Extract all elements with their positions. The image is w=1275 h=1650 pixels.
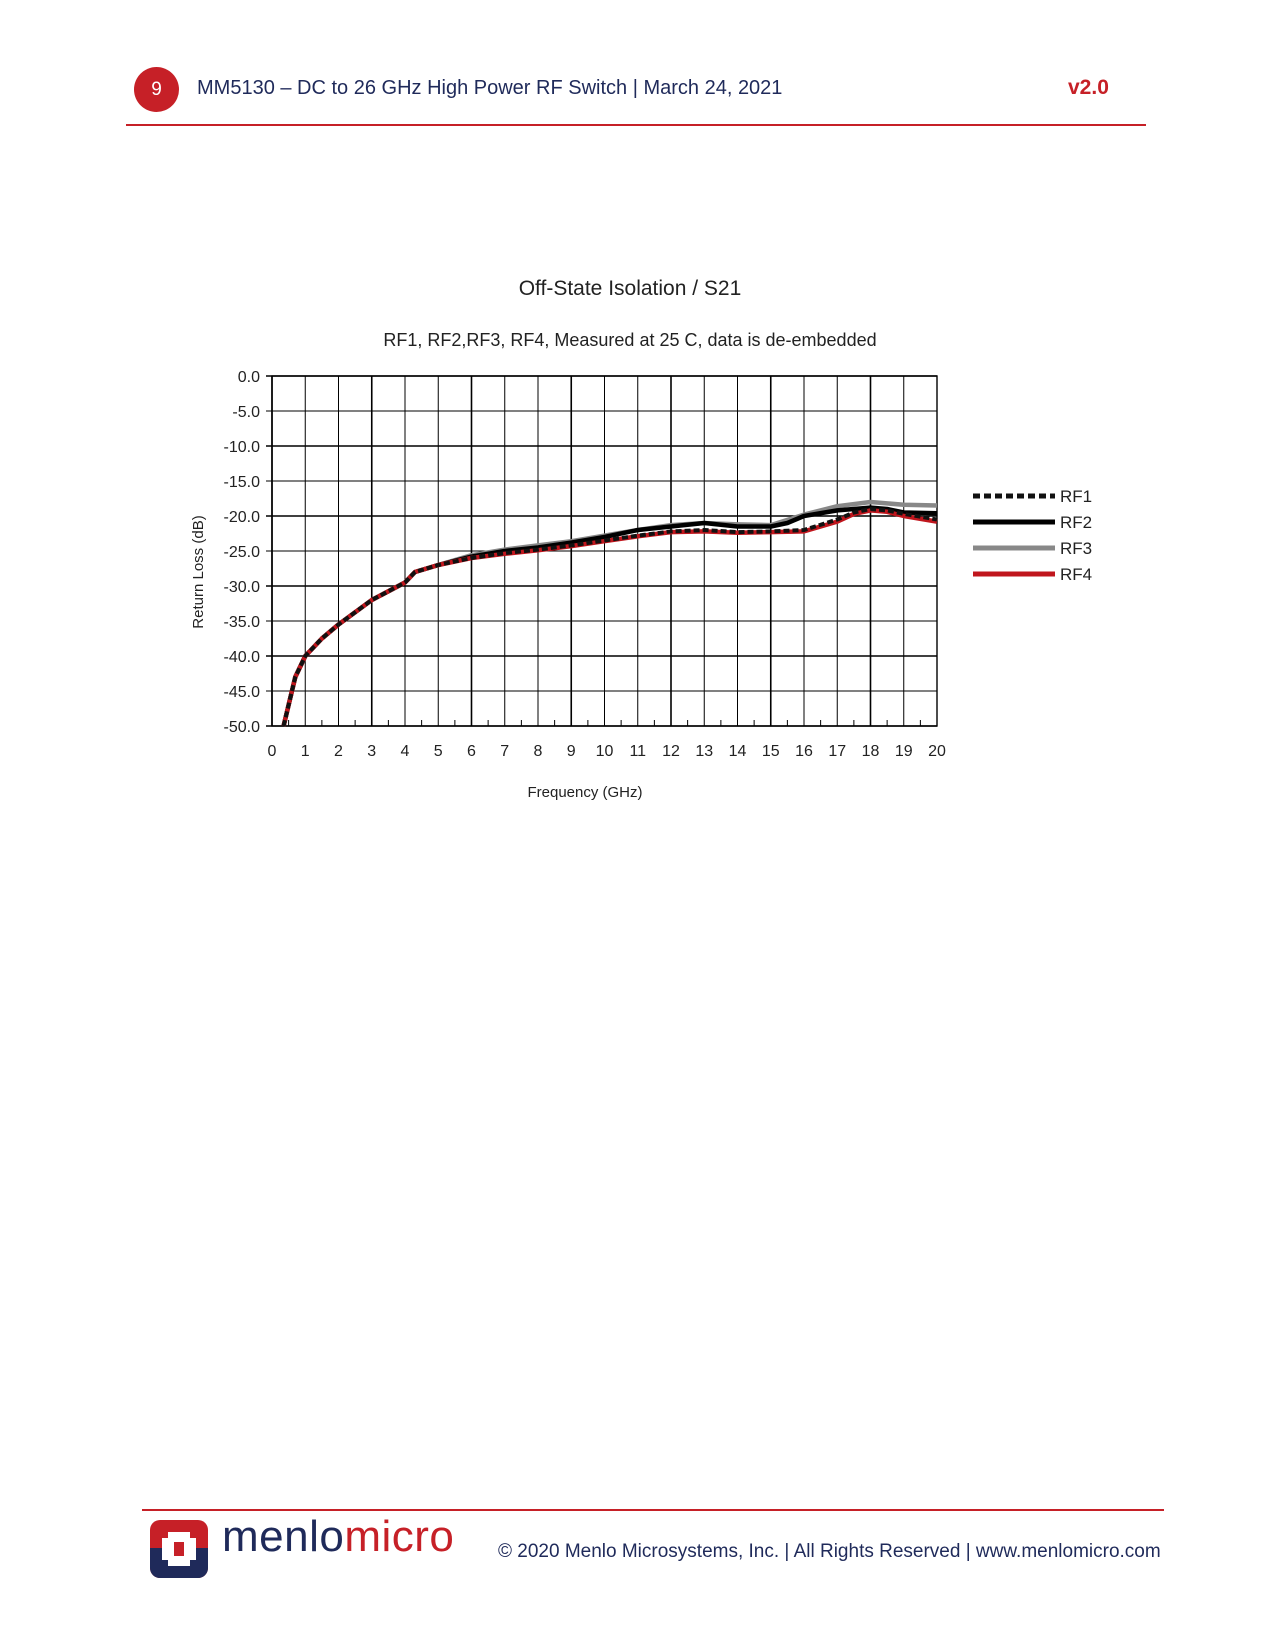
legend-label-rf4: RF4 — [1060, 565, 1092, 584]
x-tick-label: 19 — [895, 743, 913, 760]
x-tick-label: 5 — [434, 743, 443, 760]
isolation-chart: Off-State Isolation / S21 RF1, RF2,RF3, … — [190, 277, 1092, 801]
chart-title: Off-State Isolation / S21 — [519, 277, 742, 300]
x-tick-label: 15 — [762, 743, 780, 760]
series-line-rf4 — [281, 508, 938, 727]
x-tick-label: 18 — [862, 743, 880, 760]
y-tick-label: 0.0 — [238, 369, 260, 386]
x-tick-label: 7 — [500, 743, 509, 760]
y-tick-label: -50.0 — [224, 719, 261, 736]
chart-ticks: 0 1 2 3 4 5 6 7 8 9 10 11 12 13 14 15 16 17 18 19 200.0-5.0-… — [224, 369, 946, 760]
y-tick-label: -5.0 — [232, 404, 260, 421]
chart-legend: RF1 RF2 RF3 RF4 — [973, 487, 1092, 584]
legend-label-rf3: RF3 — [1060, 539, 1092, 558]
y-axis-label: Return Loss (dB) — [190, 515, 207, 628]
x-tick-label: 2 — [334, 743, 343, 760]
chart-subtitle: RF1, RF2,RF3, RF4, Measured at 25 C, dat… — [383, 330, 876, 350]
x-tick-label: 1 — [301, 743, 310, 760]
x-tick-label: 11 — [629, 743, 646, 760]
x-tick-label: 13 — [695, 743, 713, 760]
x-tick-label: 12 — [662, 743, 680, 760]
x-tick-label: 14 — [729, 743, 747, 760]
x-tick-label: 3 — [367, 743, 376, 760]
x-tick-label: 16 — [795, 743, 813, 760]
plot-area-border — [271, 375, 938, 727]
legend-label-rf2: RF2 — [1060, 513, 1092, 532]
y-tick-label: -15.0 — [224, 474, 261, 491]
x-tick-label: 6 — [467, 743, 476, 760]
legend-label-rf1: RF1 — [1060, 487, 1092, 506]
x-tick-label: 17 — [828, 743, 846, 760]
y-tick-label: -40.0 — [224, 649, 261, 666]
x-tick-label: 20 — [928, 743, 946, 760]
page-number-badge: 9 — [134, 67, 179, 112]
series-line-rf1 — [281, 507, 938, 727]
brand-wordmark: menlomicro — [222, 1512, 454, 1562]
x-tick-label: 9 — [567, 743, 576, 760]
brand-micro: micro — [344, 1512, 455, 1561]
x-axis-label: Frequency (GHz) — [527, 784, 642, 801]
document-title: MM5130 – DC to 26 GHz High Power RF Swit… — [197, 77, 783, 99]
x-tick-label: 0 — [268, 743, 277, 760]
y-tick-label: -45.0 — [224, 684, 261, 701]
chart-series — [281, 499, 938, 727]
y-tick-label: -25.0 — [224, 544, 261, 561]
copyright-text: © 2020 Menlo Microsystems, Inc. | All Ri… — [498, 1541, 1161, 1562]
chart-grid — [266, 375, 938, 727]
header-divider — [126, 124, 1146, 126]
x-tick-label: 4 — [401, 743, 410, 760]
y-tick-label: -35.0 — [224, 614, 261, 631]
footer-divider — [142, 1509, 1164, 1511]
brand-menlo: menlo — [222, 1512, 345, 1561]
y-tick-label: -30.0 — [224, 579, 261, 596]
y-tick-label: -20.0 — [224, 509, 261, 526]
menlomicro-logo-icon — [150, 1520, 208, 1578]
page-number: 9 — [151, 78, 162, 100]
y-tick-label: -10.0 — [224, 439, 261, 456]
x-tick-label: 10 — [596, 743, 614, 760]
version-label: v2.0 — [1068, 76, 1109, 99]
x-tick-label: 8 — [534, 743, 543, 760]
